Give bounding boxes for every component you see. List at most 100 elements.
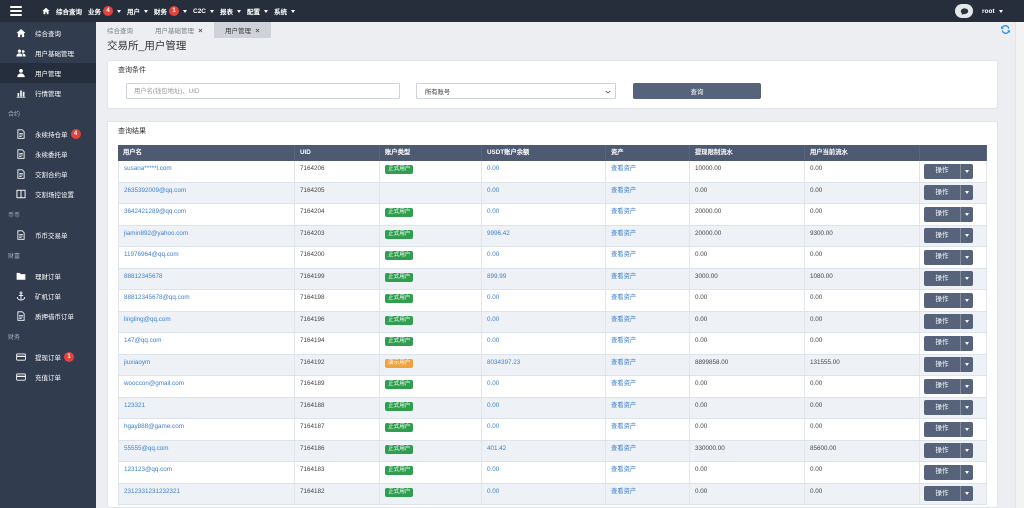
action-dropdown-toggle[interactable] [960,185,973,201]
action-button[interactable]: 操作 [924,357,960,373]
close-icon[interactable] [255,28,260,33]
action-button[interactable]: 操作 [924,185,960,201]
action-dropdown-toggle[interactable] [960,378,973,394]
usdt-balance-link[interactable]: 899.99 [487,272,507,280]
action-button[interactable]: 操作 [924,271,960,287]
action-button[interactable]: 操作 [924,486,960,502]
username-link[interactable]: hgay888@game.com [124,423,184,430]
username-link[interactable]: susana*****l.com [124,165,172,172]
action-button[interactable]: 操作 [924,314,960,330]
action-dropdown-toggle[interactable] [960,271,973,287]
view-assets-link[interactable]: 查看资产 [611,229,637,237]
hamburger-menu-icon[interactable] [10,6,22,16]
view-assets-link[interactable]: 查看资产 [611,444,637,452]
search-button[interactable]: 查询 [633,83,761,99]
usdt-balance-link[interactable]: 0.00 [487,466,500,473]
action-dropdown-toggle[interactable] [960,163,973,179]
chat-button[interactable] [955,4,973,18]
action-button[interactable]: 操作 [924,335,960,351]
search-input[interactable] [126,83,400,99]
view-assets-link[interactable]: 查看资产 [611,358,637,366]
usdt-balance-link[interactable]: 401.42 [487,444,507,452]
action-dropdown-toggle[interactable] [960,228,973,244]
action-button[interactable]: 操作 [924,163,960,179]
sidebar-item[interactable]: 提现订单 1 [0,347,96,367]
sidebar-item[interactable]: 交割合约单 [0,164,96,184]
action-button[interactable]: 操作 [924,228,960,244]
top-nav-item[interactable]: 报表 [220,6,242,16]
username-link[interactable]: jiuxiaoym [124,358,151,366]
action-dropdown-toggle[interactable] [960,357,973,373]
sidebar-item[interactable]: 综合查询 [0,23,96,43]
view-assets-link[interactable]: 查看资产 [611,272,637,280]
view-assets-link[interactable]: 查看资产 [611,423,637,430]
action-dropdown-toggle[interactable] [960,249,973,265]
username-link[interactable]: 3642421289@qq.com [124,208,187,215]
username-link[interactable]: 11976964@qq.com [124,251,179,258]
top-nav-item[interactable]: 综合查询 [42,6,82,16]
action-button[interactable]: 操作 [924,464,960,480]
username-link[interactable]: 88812345678 [124,272,163,280]
top-nav-item[interactable]: 业务 4 [88,6,121,16]
action-dropdown-toggle[interactable] [960,335,973,351]
action-button[interactable]: 操作 [924,443,960,459]
usdt-balance-link[interactable]: 0.00 [487,251,500,258]
user-menu[interactable]: root [982,7,995,15]
view-assets-link[interactable]: 查看资产 [611,337,637,344]
username-link[interactable]: wooccon@gmail.com [124,380,184,387]
view-assets-link[interactable]: 查看资产 [611,165,637,172]
view-assets-link[interactable]: 查看资产 [611,208,637,215]
close-icon[interactable] [198,28,203,33]
username-link[interactable]: lingling@qq.com [124,315,171,323]
username-link[interactable]: 55555@qq.com [124,444,169,452]
usdt-balance-link[interactable]: 0.00 [487,315,500,323]
sidebar-item[interactable]: 交割场控设置 [0,184,96,204]
view-assets-link[interactable]: 查看资产 [611,487,637,495]
top-nav-item[interactable]: C2C [193,8,215,15]
username-link[interactable]: 123321 [124,401,146,409]
usdt-balance-link[interactable]: 8034397.23 [487,358,521,366]
action-dropdown-toggle[interactable] [960,314,973,330]
action-button[interactable]: 操作 [924,421,960,437]
username-link[interactable]: 123123@qq.com [124,466,173,473]
action-dropdown-toggle[interactable] [960,464,973,480]
usdt-balance-link[interactable]: 0.00 [487,423,500,430]
usdt-balance-link[interactable]: 9996.42 [487,229,510,237]
usdt-balance-link[interactable]: 0.00 [487,401,500,409]
sidebar-item[interactable]: 理财订单 [0,266,96,286]
usdt-balance-link[interactable]: 0.00 [487,337,500,344]
view-assets-link[interactable]: 查看资产 [611,466,637,473]
action-dropdown-toggle[interactable] [960,292,973,308]
top-nav-item[interactable]: 系统 [274,6,296,16]
refresh-icon[interactable] [1000,24,1011,35]
scrollbar[interactable] [1015,22,1024,508]
top-nav-item[interactable]: 财务 1 [154,6,187,16]
action-button[interactable]: 操作 [924,206,960,222]
action-button[interactable]: 操作 [924,400,960,416]
action-dropdown-toggle[interactable] [960,400,973,416]
username-link[interactable]: 88812345678@qq.com [124,294,190,301]
username-link[interactable]: 2635392009@qq.com [124,186,187,194]
view-assets-link[interactable]: 查看资产 [611,294,637,301]
usdt-balance-link[interactable]: 0.00 [487,294,500,301]
sidebar-item[interactable]: 用户管理 [0,63,96,83]
account-type-select[interactable]: 所有账号 [416,83,616,99]
sidebar-item[interactable]: 充值订单 [0,367,96,387]
top-nav-item[interactable]: 配置 [247,6,269,16]
usdt-balance-link[interactable]: 0.00 [487,208,500,215]
sidebar-item[interactable]: 币币交易单 [0,225,96,245]
username-link[interactable]: 147@qq.com [124,337,162,344]
tab[interactable]: 用户管理 [214,22,271,38]
top-nav-item[interactable]: 用户 [127,6,148,16]
tab[interactable]: 综合查询 [96,22,144,38]
username-link[interactable]: jiamin892@yahoo.com [124,229,189,237]
sidebar-item[interactable]: 行情管理 [0,83,96,103]
sidebar-item[interactable]: 质押借币订单 [0,306,96,326]
usdt-balance-link[interactable]: 0.00 [487,165,500,172]
usdt-balance-link[interactable]: 0.00 [487,487,500,495]
view-assets-link[interactable]: 查看资产 [611,401,637,409]
action-button[interactable]: 操作 [924,292,960,308]
action-button[interactable]: 操作 [924,378,960,394]
sidebar-item[interactable]: 永续持仓单 4 [0,124,96,144]
view-assets-link[interactable]: 查看资产 [611,186,637,194]
